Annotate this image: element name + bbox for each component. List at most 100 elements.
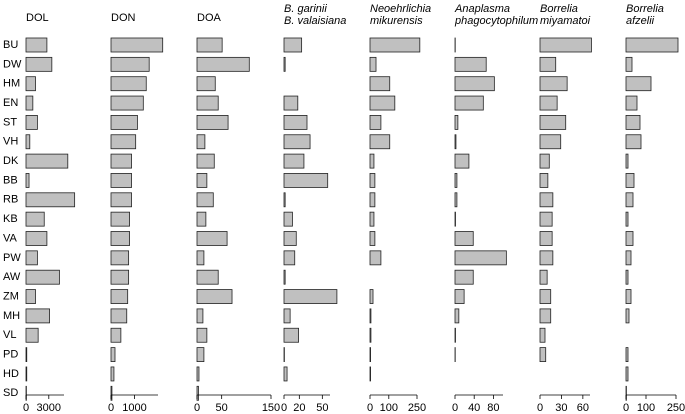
x-tick-label: 40 [468, 402, 480, 414]
bar [25, 347, 28, 363]
bar [110, 308, 128, 324]
x-tick-label: 60 [577, 402, 589, 414]
bar [539, 115, 567, 130]
panel-title: Neoehrlichia [370, 3, 431, 15]
bar [539, 56, 557, 72]
bar [625, 289, 632, 304]
bar [625, 95, 638, 111]
category-label: PD [3, 349, 18, 361]
category-label: HM [3, 78, 20, 90]
bar [625, 366, 629, 382]
panel-title: DOA [197, 12, 222, 24]
bar [369, 76, 391, 92]
bar [539, 134, 562, 150]
bar [25, 192, 76, 208]
bar [539, 192, 554, 208]
bar [369, 347, 371, 363]
bar [196, 308, 204, 324]
bar [25, 153, 69, 169]
bar [110, 327, 122, 343]
bar [369, 153, 375, 169]
bar [454, 134, 457, 150]
category-label: VH [3, 136, 18, 148]
bar [625, 250, 632, 266]
bar [110, 37, 164, 53]
bar [25, 173, 30, 188]
bar [110, 231, 130, 246]
bar [196, 327, 208, 343]
bar [539, 173, 549, 188]
category-label: HD [3, 368, 19, 380]
bar [539, 76, 568, 92]
bar [369, 250, 382, 266]
x-tick-label: 0 [537, 402, 543, 414]
bar [110, 366, 115, 382]
bar [110, 269, 130, 285]
bar [196, 231, 228, 246]
bar [110, 95, 144, 111]
category-label: EN [3, 97, 18, 109]
bar [625, 153, 629, 169]
bar [196, 76, 216, 92]
bar [25, 308, 50, 324]
panel-title: DOL [26, 12, 49, 24]
category-label: VL [3, 329, 16, 341]
bar [196, 56, 250, 72]
bar [196, 347, 205, 363]
bar [454, 231, 474, 246]
bar [625, 37, 679, 53]
bar [25, 37, 48, 53]
bar [25, 115, 38, 130]
bar [283, 231, 297, 246]
x-tick-label: 80 [487, 402, 499, 414]
bar [625, 211, 629, 227]
bar [369, 56, 377, 72]
bar [539, 327, 546, 343]
bar [625, 347, 629, 363]
category-label: SD [3, 387, 18, 399]
bar [110, 211, 130, 227]
bar [369, 308, 372, 324]
bar [454, 269, 474, 285]
bar [25, 134, 31, 150]
bar [25, 250, 38, 266]
x-tick-label: 20 [293, 402, 305, 414]
bar [625, 56, 633, 72]
panel-title: afzelii [626, 15, 655, 27]
bar [283, 269, 286, 285]
panel-title: phagocytophilum [454, 15, 538, 27]
x-tick-label: 30 [555, 402, 567, 414]
bar [539, 211, 553, 227]
bar [454, 173, 458, 188]
bar [369, 95, 396, 111]
x-tick-label: 0 [281, 402, 287, 414]
category-label: MH [3, 310, 20, 322]
bar [196, 95, 219, 111]
bar [283, 211, 293, 227]
category-label: BB [3, 174, 18, 186]
bar [25, 269, 60, 285]
bar [25, 366, 28, 382]
x-tick-label: 250 [667, 402, 685, 414]
bar [25, 289, 36, 304]
bar [196, 115, 229, 130]
x-tick-label: 0 [108, 402, 114, 414]
category-label: BU [3, 39, 18, 51]
panel-title: Anaplasma [454, 3, 510, 15]
category-label: KB [3, 213, 18, 225]
bar [369, 211, 375, 227]
x-tick-label: 50 [316, 402, 328, 414]
bar [196, 366, 200, 382]
category-label: DK [3, 155, 19, 167]
x-tick-label: 1000 [122, 402, 146, 414]
bar [539, 250, 554, 266]
x-tick-label: 0 [452, 402, 458, 414]
category-label: ZM [3, 290, 19, 302]
x-tick-label: 150 [262, 402, 280, 414]
bar [625, 269, 629, 285]
x-tick-label: 100 [380, 402, 398, 414]
bar [539, 153, 550, 169]
bar [454, 250, 507, 266]
bar [110, 385, 113, 401]
